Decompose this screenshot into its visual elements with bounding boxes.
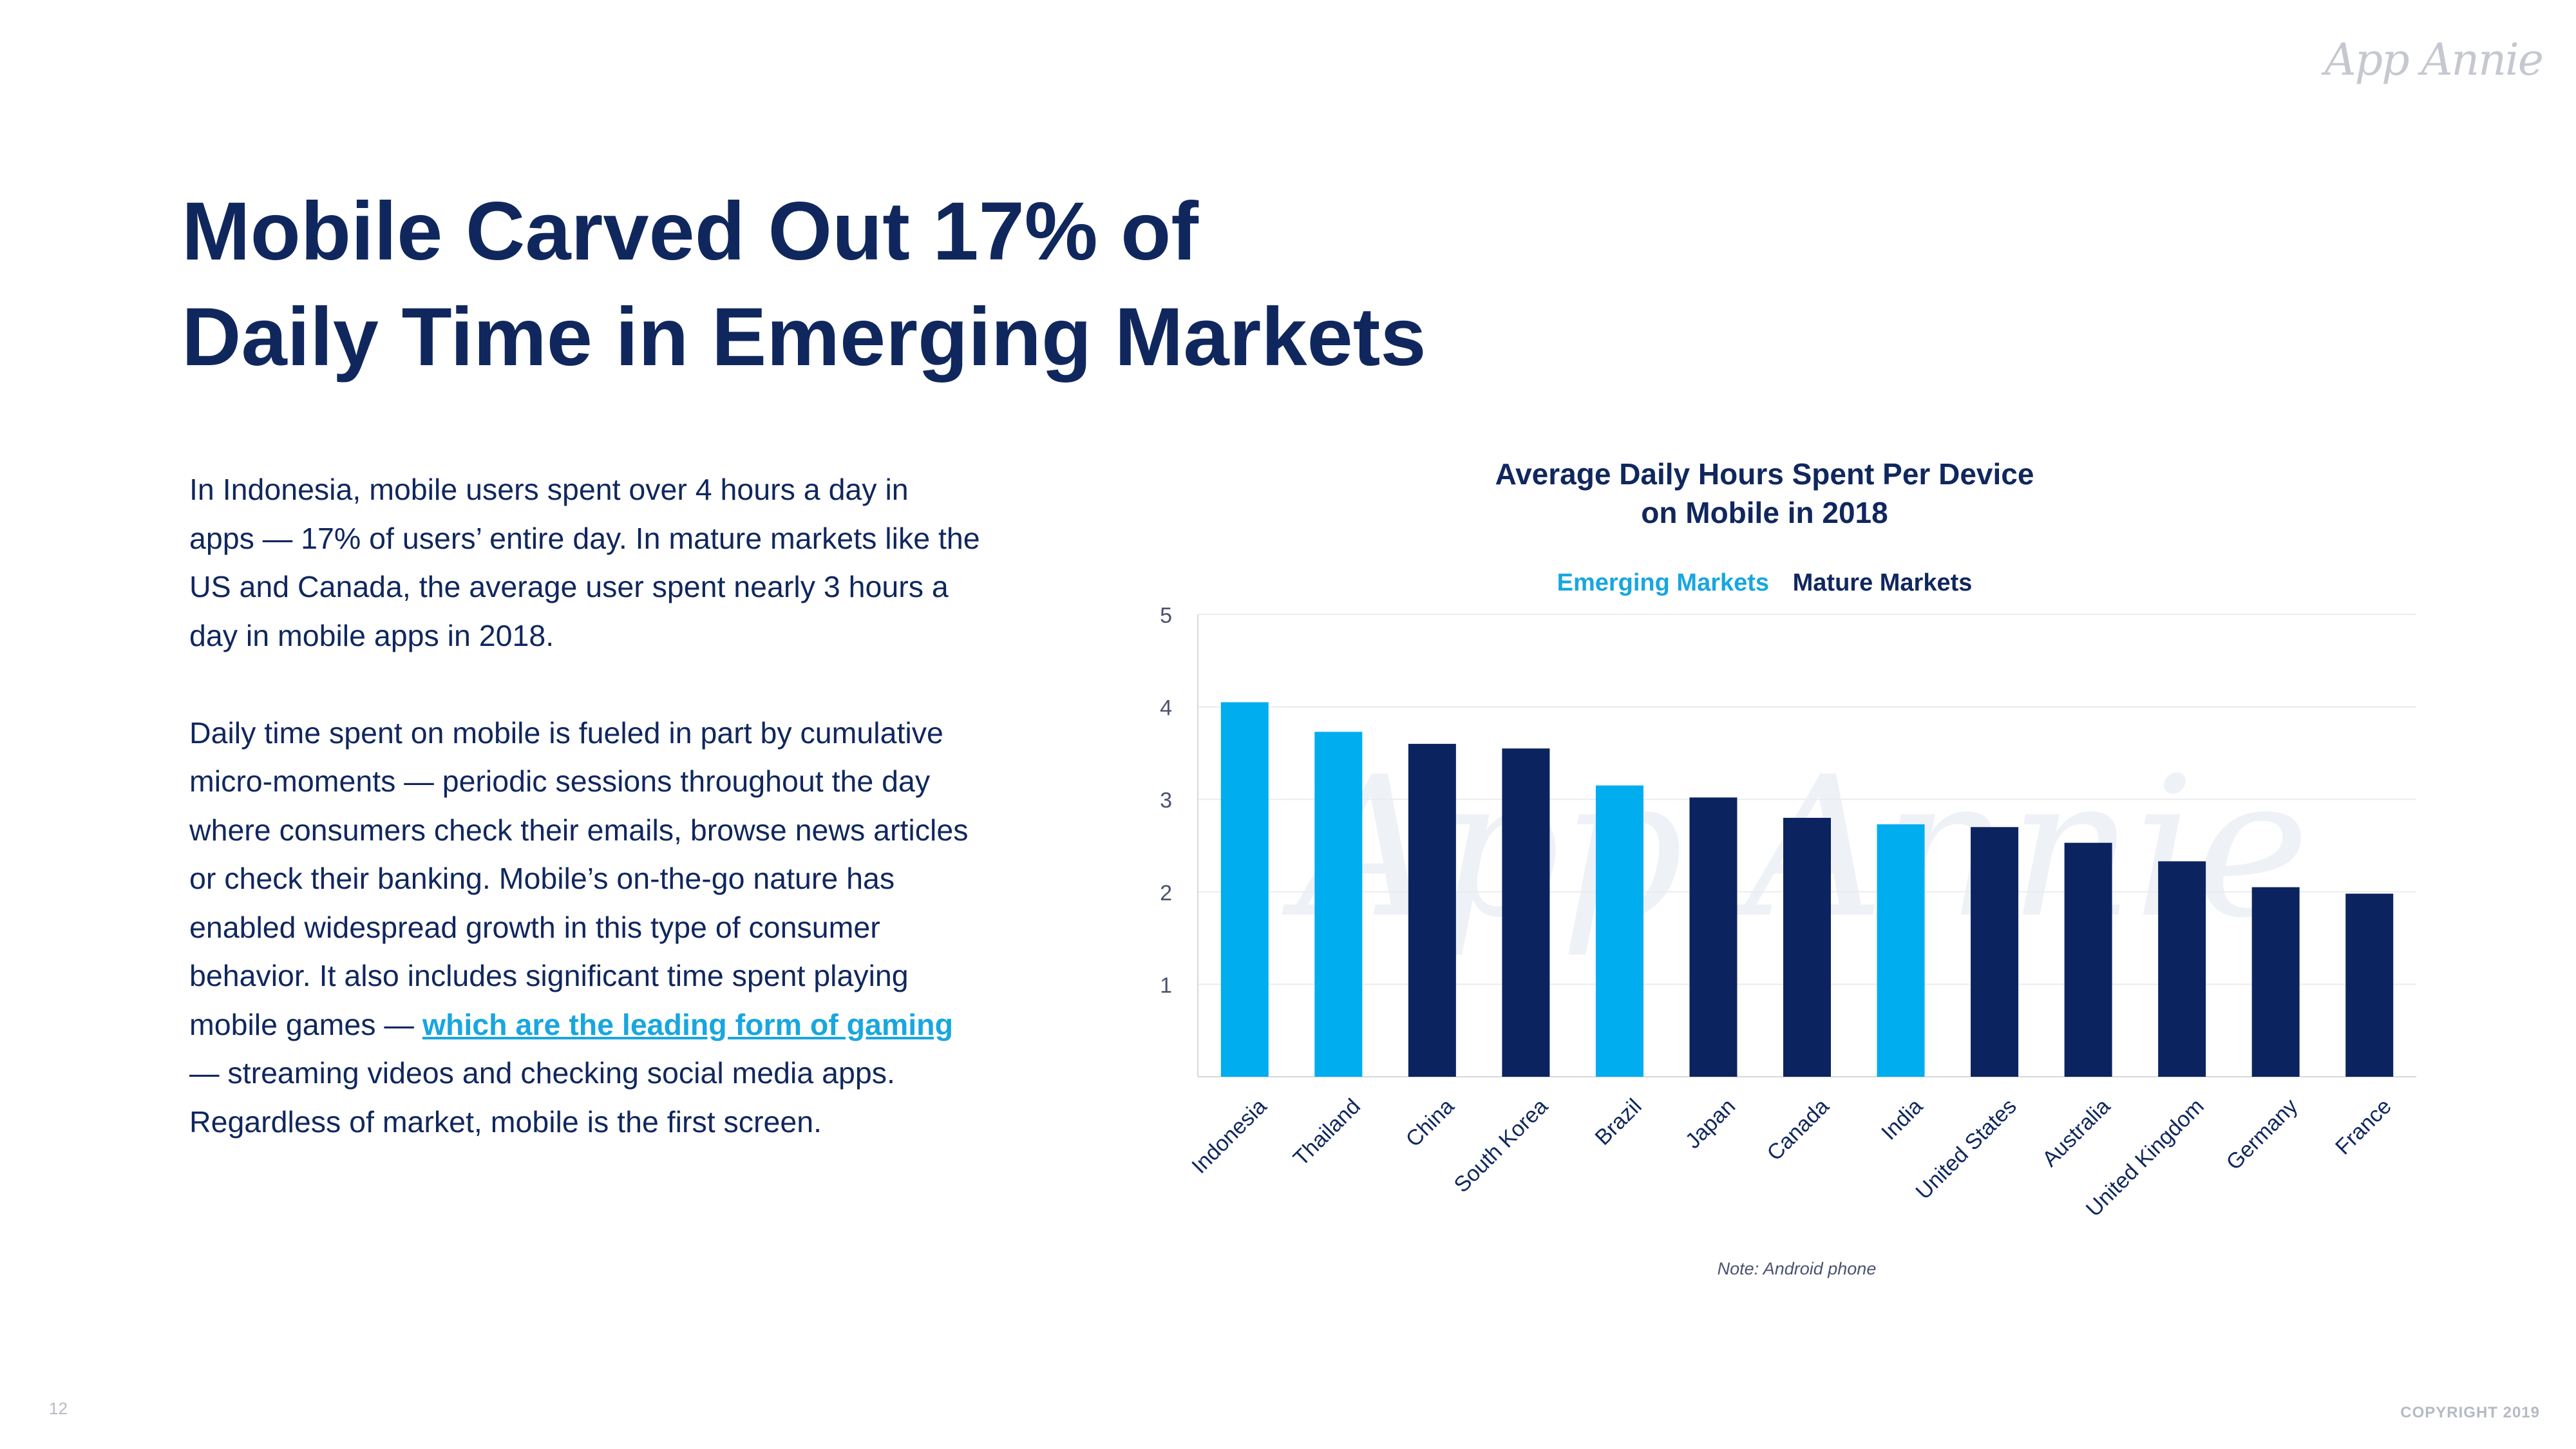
chart-title-line-1: Average Daily Hours Spent Per Device: [1495, 457, 2034, 491]
x-tick-label: Thailand: [1289, 1094, 1365, 1171]
y-tick-label: 4: [1160, 696, 1172, 721]
x-tick-label: France: [2331, 1094, 2396, 1160]
copyright-notice: COPYRIGHT 2019: [2400, 1404, 2540, 1421]
chart-title-line-2: on Mobile in 2018: [1641, 496, 1888, 529]
body-copy: In Indonesia, mobile users spent over 4 …: [189, 466, 981, 1146]
x-tick-label: India: [1877, 1094, 1927, 1145]
chart-title: Average Daily Hours Spent Per Device on …: [1404, 455, 2125, 532]
bar-south-korea: [1502, 748, 1550, 1077]
bar-france: [2345, 893, 2394, 1077]
bar-canada: [1783, 817, 1831, 1077]
bar-thailand: [1314, 732, 1363, 1077]
x-tick-label: Canada: [1763, 1094, 1834, 1166]
x-tick-label: Indonesia: [1187, 1094, 1271, 1179]
x-tick-label: China: [1401, 1094, 1459, 1152]
chart-note: Note: Android phone: [1717, 1259, 1877, 1278]
bar-indonesia: [1220, 702, 1269, 1077]
y-tick-label: 5: [1160, 603, 1172, 628]
page-title-line-1: Mobile Carved Out 17% of: [182, 185, 1198, 278]
bar-brazil: [1595, 785, 1643, 1077]
y-tick-label: 3: [1160, 788, 1172, 813]
bar-china: [1408, 744, 1456, 1077]
body-paragraph-2-text-b: — streaming videos and checking social m…: [189, 1056, 895, 1139]
leading-form-of-gaming-link[interactable]: which are the leading form of gaming: [422, 1007, 953, 1041]
y-tick-label: 1: [1160, 973, 1172, 998]
page-number: 12: [49, 1399, 68, 1418]
bar-united-kingdom: [2158, 861, 2206, 1077]
app-annie-logo: App Annie: [2324, 35, 2544, 86]
x-tick-label: Brazil: [1591, 1094, 1647, 1150]
page-title: Mobile Carved Out 17% of Daily Time in E…: [182, 179, 1856, 390]
body-paragraph-1: In Indonesia, mobile users spent over 4 …: [189, 473, 980, 652]
bar-india: [1877, 824, 1925, 1077]
page-title-line-2: Daily Time in Emerging Markets: [182, 291, 1426, 383]
legend-mature-markets: Mature Markets: [1792, 569, 1973, 596]
bar-united-states: [1971, 827, 2019, 1077]
bar-germany: [2251, 887, 2300, 1077]
chart-legend: Emerging Markets Mature Markets: [1404, 567, 2125, 599]
x-tick-label: United States: [1911, 1094, 2022, 1204]
x-tick-label: Germany: [2222, 1094, 2303, 1175]
x-tick-label: South Korea: [1450, 1094, 1553, 1198]
x-tick-label: Japan: [1681, 1094, 1740, 1153]
legend-emerging-markets: Emerging Markets: [1557, 569, 1770, 596]
body-paragraph-2-text-a: Daily time spent on mobile is fueled in …: [189, 715, 969, 1041]
x-tick-label: Australia: [2038, 1094, 2115, 1171]
y-tick-label: 2: [1160, 881, 1172, 905]
bar-australia: [2064, 842, 2112, 1077]
bar-japan: [1689, 797, 1738, 1077]
body-paragraph-2: Daily time spent on mobile is fueled in …: [189, 709, 981, 1147]
